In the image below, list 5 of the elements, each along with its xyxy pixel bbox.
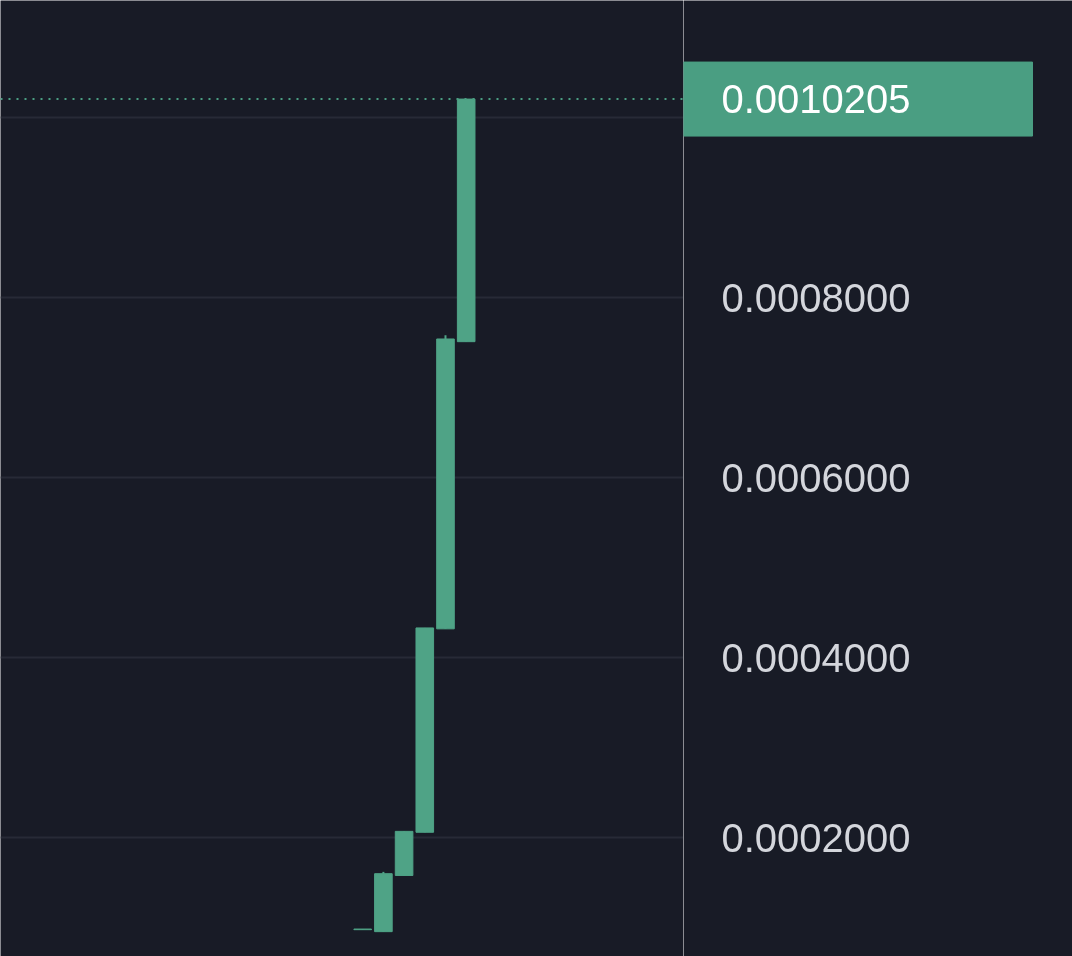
y-tick-label: 0.0008000 [721, 275, 911, 320]
y-tick-label: 0.0002000 [721, 815, 911, 860]
ref-line-label: 0.0010205 [721, 77, 911, 122]
y-tick-label: 0.0006000 [721, 455, 911, 500]
y-tick-label: 0.0004000 [721, 635, 911, 680]
